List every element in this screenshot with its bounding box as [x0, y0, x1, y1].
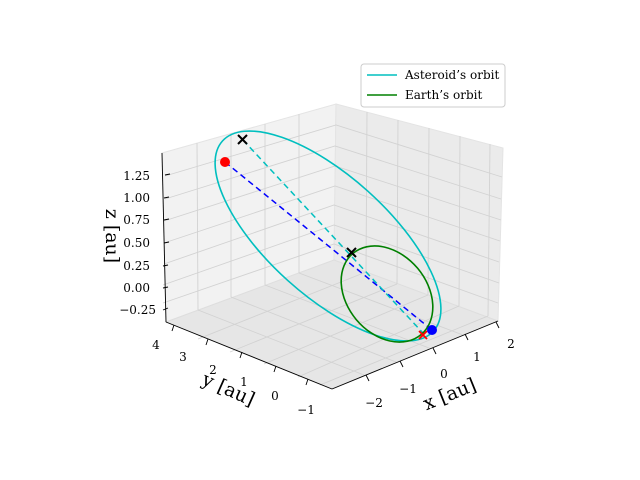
- y-tick-label: 1: [240, 375, 248, 389]
- y-tick-label: 0: [271, 389, 279, 403]
- z-axis-label: z [au]: [101, 209, 123, 263]
- legend: Asteroid’s orbit Earth’s orbit: [360, 63, 506, 108]
- z-tick-label: 1.25: [123, 169, 150, 183]
- marker-x-top: [237, 134, 248, 145]
- z-tick-label: 0.75: [123, 213, 150, 227]
- z-tick-labels: −0.25 0.00 0.25 0.50 0.75 1.00 1.25: [119, 169, 156, 317]
- axis-lines: [161, 152, 499, 390]
- marker-x-middle: [346, 247, 357, 258]
- x-tick-label: −2: [365, 396, 383, 410]
- z-tick-label: −0.25: [119, 303, 156, 317]
- x-tick-label: 1: [473, 350, 481, 364]
- z-tick-label: 0.25: [123, 259, 150, 273]
- z-tick-label: 1.00: [123, 191, 150, 205]
- y-tick-label: 4: [152, 338, 160, 352]
- x-tick-label: 0: [440, 367, 448, 381]
- y-tick-label: 3: [179, 350, 187, 364]
- tick-marks: [162, 173, 500, 386]
- z-tick-label: 0.50: [123, 236, 150, 250]
- blue-dashed-segment: [224, 161, 433, 331]
- marker-blue-dot: [427, 325, 437, 335]
- z-tick-label: 0.00: [123, 281, 150, 295]
- legend-label-asteroid: Asteroid’s orbit: [404, 68, 499, 82]
- x-axis-label: x [au]: [420, 374, 479, 415]
- y-tick-labels: −1 0 1 2 3 4: [152, 338, 315, 417]
- legend-label-earth: Earth’s orbit: [405, 88, 482, 102]
- marker-x-red: [418, 330, 428, 340]
- x-tick-labels: −2 −1 0 1 2: [365, 337, 515, 410]
- y-tick-label: 2: [209, 363, 217, 377]
- y-tick-label: −1: [297, 403, 315, 417]
- y-axis-label: y [au]: [198, 368, 258, 411]
- x-tick-label: −1: [399, 382, 417, 396]
- grid-lines: [162, 111, 503, 386]
- x-tick-label: 2: [507, 337, 515, 351]
- marker-red-dot: [220, 157, 230, 167]
- cyan-dashed-segment: [242, 139, 424, 334]
